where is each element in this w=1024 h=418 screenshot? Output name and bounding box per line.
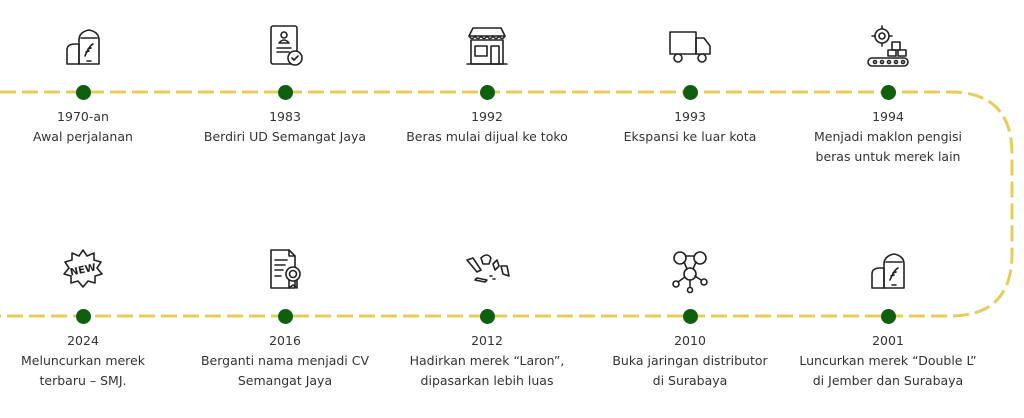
milestone-description: Meluncurkan merek <box>21 353 145 368</box>
milestone-dot <box>880 84 896 100</box>
rice-sack-icon <box>864 246 912 294</box>
milestone-description: Menjadi maklon pengisi <box>814 129 962 144</box>
milestone-label: 2010 Buka jaringan distributor di Surabaya <box>590 331 790 391</box>
milestone-dot <box>479 84 495 100</box>
milestone-description: beras untuk merek lain <box>815 149 961 164</box>
rice-sack-icon <box>59 22 107 70</box>
milestone-year: 1994 <box>872 109 904 124</box>
milestone-label: 2024 Meluncurkan merek terbaru – SMJ. <box>0 331 183 391</box>
milestone-description: Berdiri UD Semangat Jaya <box>203 129 367 144</box>
milestone-description: Luncurkan merek “Double L” <box>799 353 977 368</box>
milestone-description: Hadirkan merek “Laron”, <box>409 353 565 368</box>
milestone-label: 2001 Luncurkan merek “Double L” di Jember … <box>788 331 988 391</box>
svg-text:NEW: NEW <box>69 262 97 278</box>
milestone-year: 2024 <box>67 333 99 348</box>
milestone-label: 1992 Beras mulai dijual ke toko <box>387 107 587 147</box>
milestone-dot <box>75 308 91 324</box>
new-badge-icon: NEW <box>59 246 107 294</box>
milestone-label: 2012 Hadirkan merek “Laron”, dipasarkan le… <box>387 331 587 391</box>
milestone-year: 2010 <box>674 333 706 348</box>
milestone-year: 2016 <box>269 333 301 348</box>
milestone-dot <box>682 308 698 324</box>
milestone-dot <box>277 84 293 100</box>
milestone-year: 1992 <box>471 109 503 124</box>
milestone-year: 1983 <box>269 109 301 124</box>
milestone-label: 1994 Menjadi maklon pengisi beras untuk me… <box>788 107 988 167</box>
factory-conveyor-icon <box>864 22 912 70</box>
milestone-year: 2001 <box>872 333 904 348</box>
milestone-description: Ekspansi ke luar kota <box>623 129 757 144</box>
award-document-icon <box>261 246 309 294</box>
milestone-dot <box>880 308 896 324</box>
milestone-label: 1993 Ekspansi ke luar kota <box>590 107 790 147</box>
milestone-description: Semangat Jaya <box>237 373 333 388</box>
milestone-description: Buka jaringan distributor <box>612 353 768 368</box>
truck-icon <box>666 22 714 70</box>
milestone-label: 1983 Berdiri UD Semangat Jaya <box>185 107 385 147</box>
milestone-description: Berganti nama menjadi CV <box>200 353 370 368</box>
milestone-description: Beras mulai dijual ke toko <box>406 129 568 144</box>
indonesia-map-icon <box>463 246 511 294</box>
milestone-description: di Jember dan Surabaya <box>812 373 964 388</box>
milestone-description: terbaru – SMJ. <box>39 373 127 388</box>
milestone-description: Awal perjalanan <box>33 129 133 144</box>
milestone-year: 2012 <box>471 333 503 348</box>
milestone-label: 2016 Berganti nama menjadi CV Semangat Jay… <box>185 331 385 391</box>
milestone-year: 1993 <box>674 109 706 124</box>
milestone-description: dipasarkan lebih luas <box>420 373 554 388</box>
network-icon <box>666 246 714 294</box>
milestone-year: 1970-an <box>57 109 109 124</box>
certificate-user-icon <box>261 22 309 70</box>
milestone-dot <box>682 84 698 100</box>
milestone-dot <box>479 308 495 324</box>
shop-icon <box>463 22 511 70</box>
milestone-dot <box>277 308 293 324</box>
milestone-dot <box>75 84 91 100</box>
milestone-label: 1970-an Awal perjalanan <box>0 107 183 147</box>
milestone-description: di Surabaya <box>652 373 728 388</box>
